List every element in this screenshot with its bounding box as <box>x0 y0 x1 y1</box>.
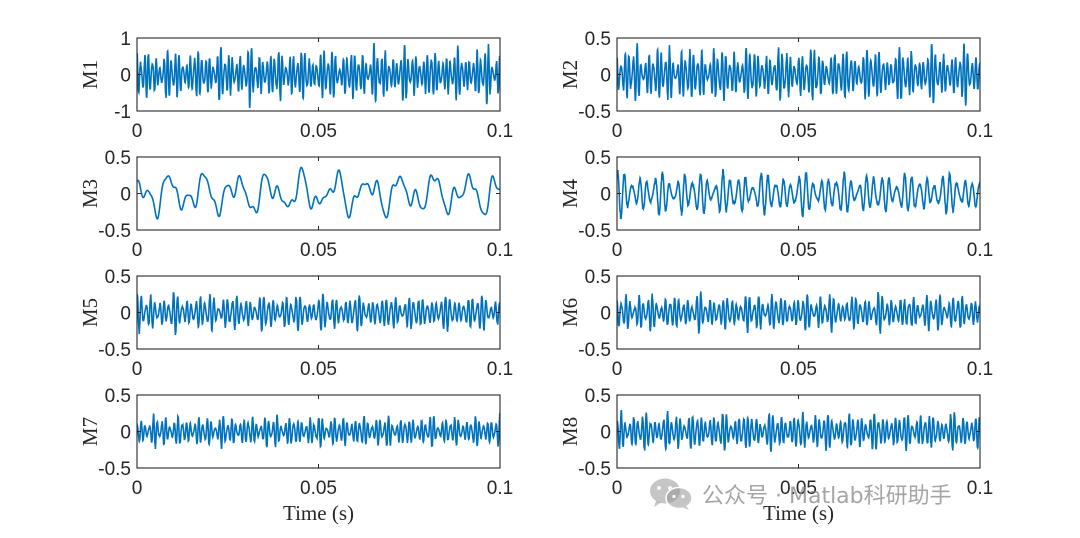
y-tick-label: 0 <box>600 66 611 87</box>
y-axis-label: M1 <box>78 60 102 89</box>
x-tick-label: 0.05 <box>300 359 337 380</box>
x-tick-label: 0.1 <box>487 359 513 380</box>
axes-box <box>136 156 501 231</box>
series-line-m2 <box>617 43 980 106</box>
series-line-m1 <box>137 43 500 108</box>
x-tick-label: 0 <box>132 359 143 380</box>
y-tick-label: 0 <box>120 423 131 444</box>
y-tick-label: -0.5 <box>578 221 611 242</box>
x-tick-label: 0 <box>132 478 143 499</box>
x-tick-label: 0.05 <box>300 240 337 261</box>
x-tick-label: 0.05 <box>300 478 337 499</box>
y-axis-label: M4 <box>558 178 582 208</box>
y-tick-label: 0.5 <box>585 148 611 169</box>
series-line-m6 <box>617 291 980 334</box>
y-tick-label: 0 <box>120 185 131 206</box>
y-tick-label: 0.5 <box>105 267 131 288</box>
x-tick-label: 0.1 <box>967 240 993 261</box>
x-tick-label: 0.05 <box>780 121 817 142</box>
x-tick-label: 0.05 <box>300 121 337 142</box>
x-tick-label: 0.1 <box>487 240 513 261</box>
series-line-m8 <box>617 409 980 452</box>
y-tick-label: 0 <box>120 66 131 87</box>
panel-2: -0.500.50 0.05 0.1M2 <box>558 29 993 142</box>
y-tick-label: -1 <box>114 102 131 123</box>
y-axis-label: M3 <box>78 179 102 208</box>
x-tick-label: 0.1 <box>487 121 513 142</box>
axes-box <box>616 394 981 469</box>
series-line-m4 <box>617 168 980 220</box>
series-line-m3 <box>137 166 500 221</box>
y-tick-label: 0.5 <box>585 386 611 407</box>
y-tick-label: 0 <box>120 304 131 325</box>
x-axis-label: Time (s) <box>283 501 354 525</box>
y-tick-label: -0.5 <box>98 340 131 361</box>
x-tick-label: 0 <box>132 240 143 261</box>
x-tick-label: 0.1 <box>967 359 993 380</box>
y-tick-label: 0 <box>600 423 611 444</box>
y-axis-label: M7 <box>78 417 102 446</box>
y-tick-label: 0 <box>600 185 611 206</box>
x-axis-label: Time (s) <box>763 501 834 525</box>
y-tick-label: -0.5 <box>578 459 611 480</box>
series-line-m5 <box>137 292 500 336</box>
x-tick-label: 0 <box>612 240 623 261</box>
x-tick-label: 0.1 <box>967 478 993 499</box>
y-tick-label: 0 <box>600 304 611 325</box>
panel-5: -0.500.50 0.05 0.1M5 <box>78 267 513 380</box>
panel-4: -0.500.50 0.05 0.1M4 <box>558 148 993 261</box>
y-axis-label: M6 <box>558 298 582 327</box>
y-tick-label: -0.5 <box>98 221 131 242</box>
panel-6: -0.500.50 0.05 0.1M6 <box>558 267 993 380</box>
x-tick-label: 0 <box>612 478 623 499</box>
y-tick-label: 0.5 <box>105 386 131 407</box>
y-tick-label: 0.5 <box>585 29 611 50</box>
panel-3: -0.500.50 0.05 0.1M3 <box>78 148 513 261</box>
x-tick-label: 0 <box>612 121 623 142</box>
y-axis-label: M5 <box>78 298 102 327</box>
y-axis-label: M8 <box>558 417 582 446</box>
x-tick-label: 0.1 <box>487 478 513 499</box>
x-tick-label: 0 <box>132 121 143 142</box>
y-tick-label: -0.5 <box>578 102 611 123</box>
x-tick-label: 0.05 <box>780 359 817 380</box>
y-tick-label: 0.5 <box>105 148 131 169</box>
x-tick-label: 0.05 <box>780 240 817 261</box>
x-tick-label: 0.05 <box>780 478 817 499</box>
y-tick-label: -0.5 <box>98 459 131 480</box>
y-tick-label: 0.5 <box>585 267 611 288</box>
y-tick-label: 1 <box>120 29 131 50</box>
y-axis-label: M2 <box>558 60 582 89</box>
series-line-m7 <box>137 412 500 450</box>
x-tick-label: 0 <box>612 359 623 380</box>
x-tick-label: 0.1 <box>967 121 993 142</box>
y-tick-label: -0.5 <box>578 340 611 361</box>
